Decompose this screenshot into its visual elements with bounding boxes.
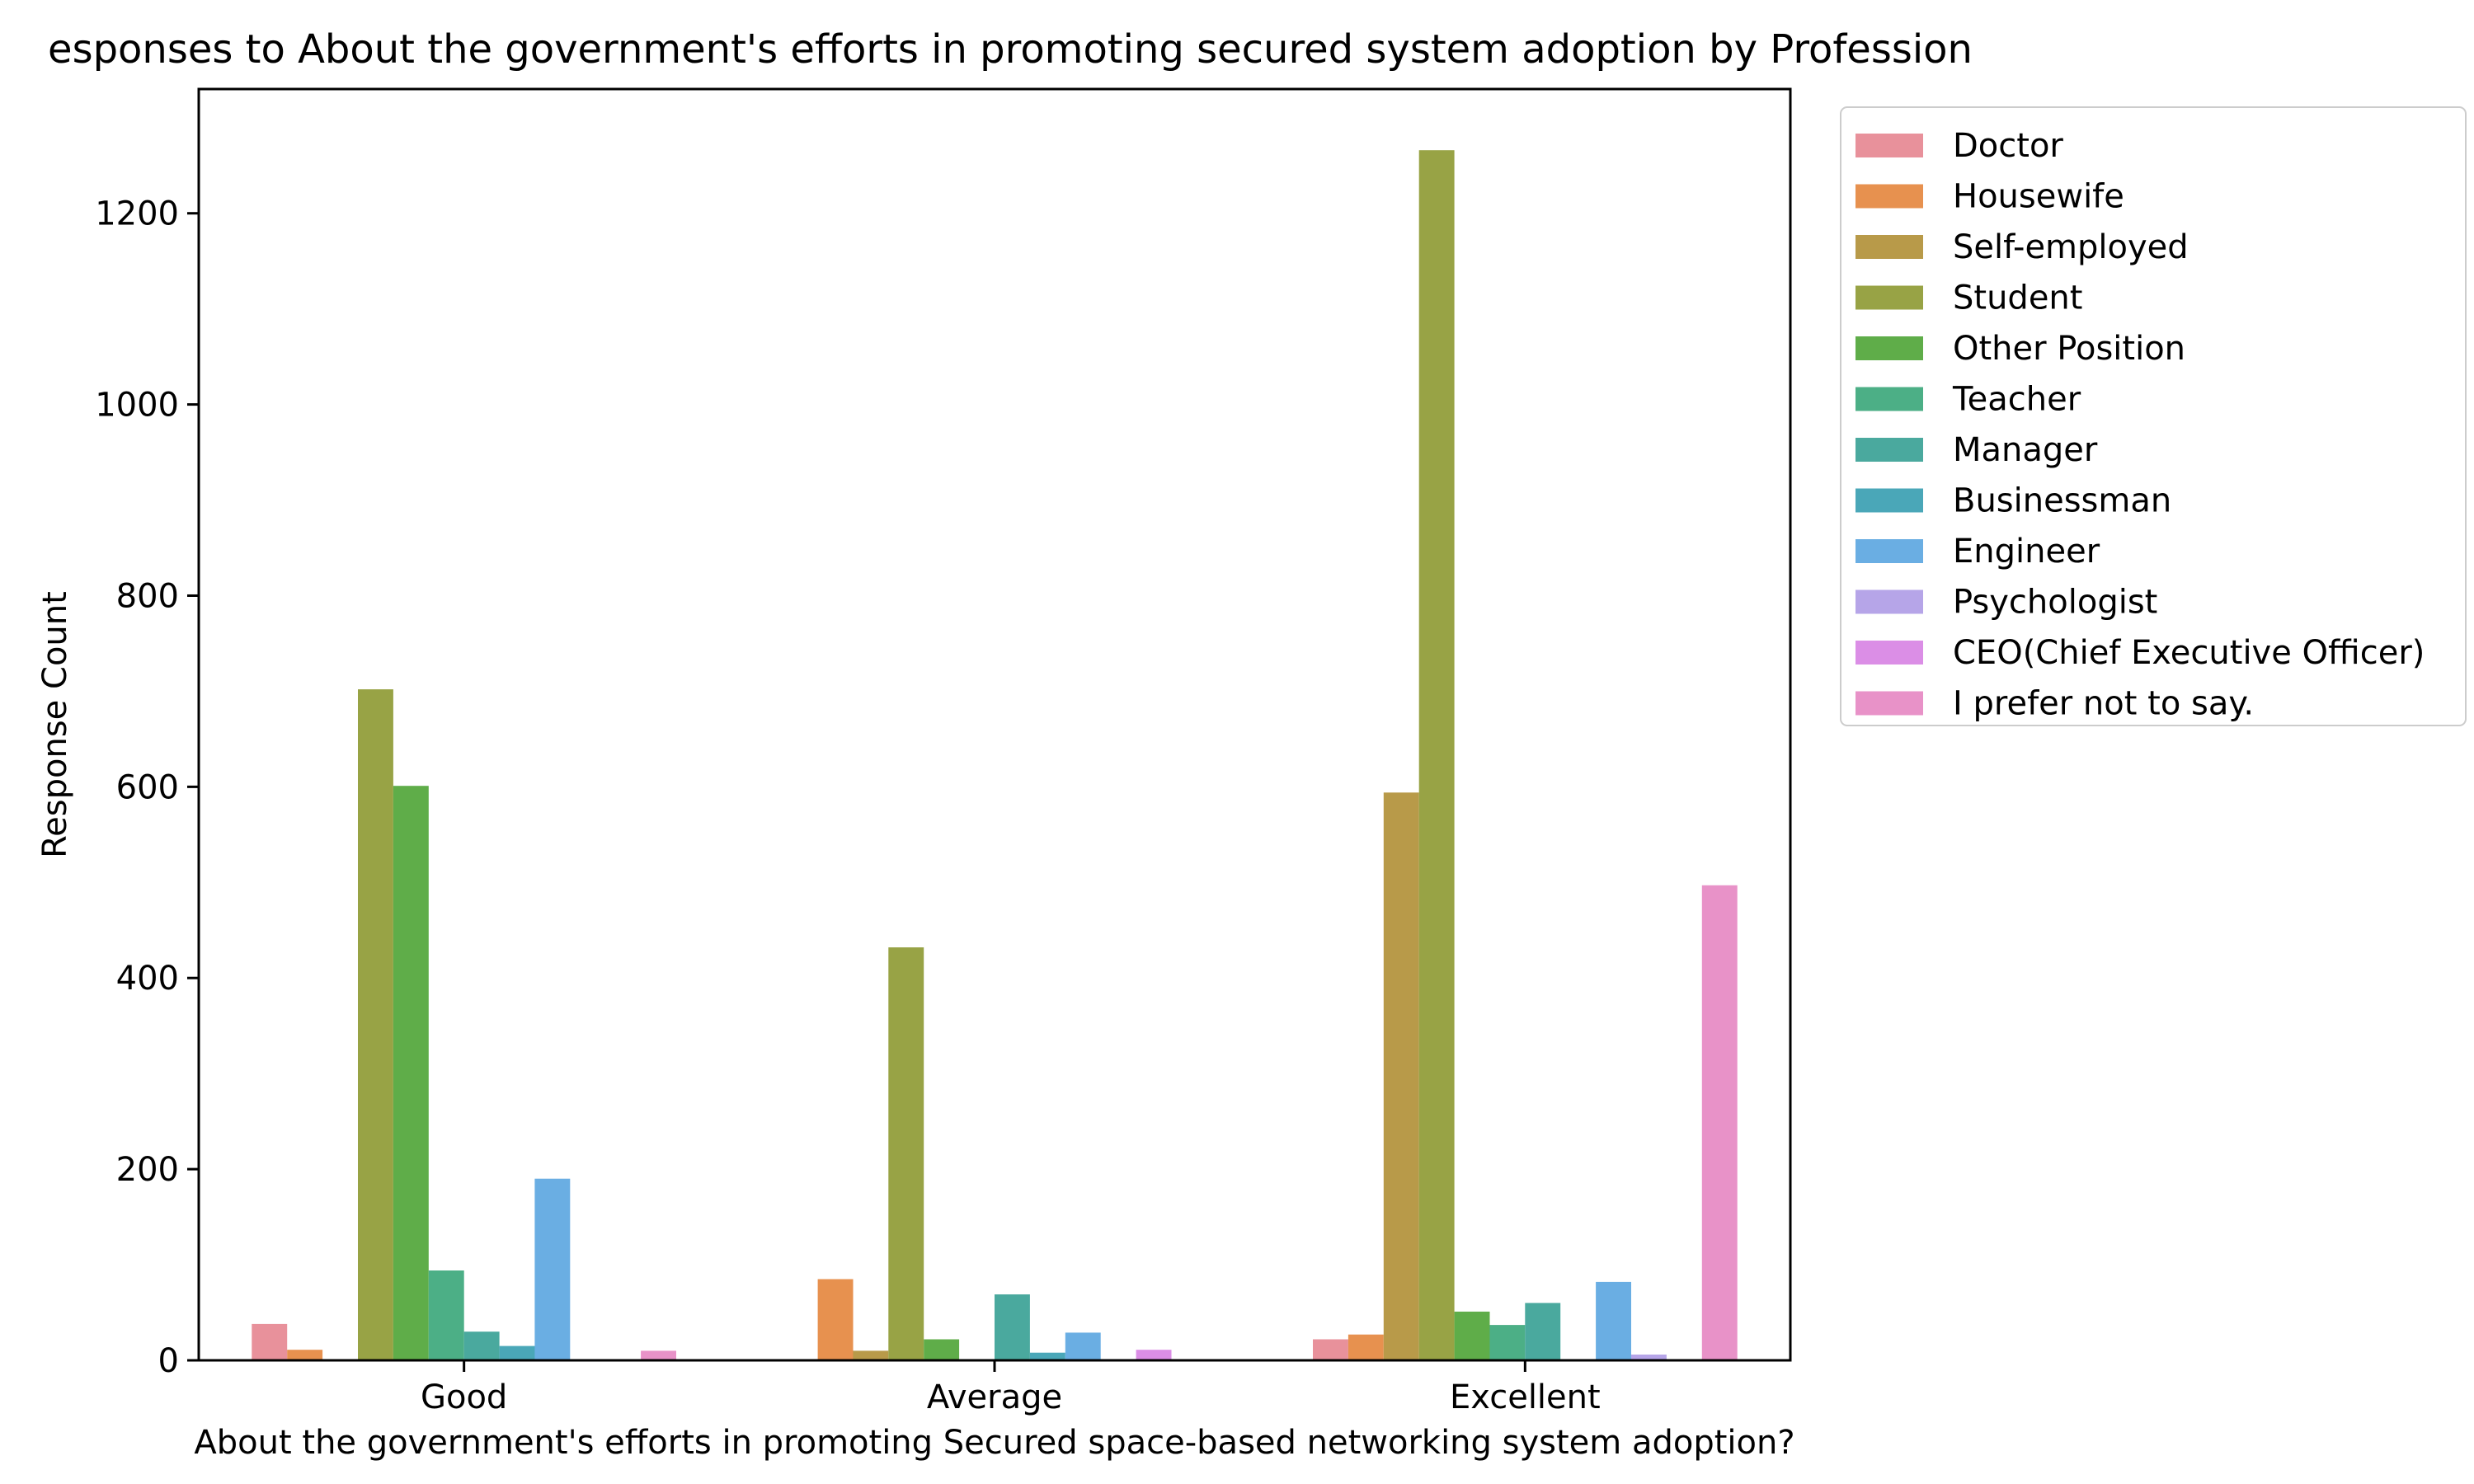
- legend-swatch: [1856, 641, 1923, 665]
- bar-excellent-2: [1383, 792, 1419, 1360]
- y-tick-label: 1000: [95, 387, 179, 425]
- x-axis: Good Average Excellent: [421, 1360, 1601, 1416]
- bar-average-4: [924, 1339, 960, 1360]
- y-tick-label: 200: [116, 1151, 179, 1189]
- bar-excellent-0: [1313, 1339, 1348, 1360]
- legend-swatch: [1856, 589, 1923, 614]
- y-tick-label: 0: [158, 1342, 179, 1380]
- bar-average-1: [817, 1279, 854, 1360]
- legend-label: Doctor: [1953, 127, 2063, 165]
- legend-swatch: [1856, 235, 1923, 259]
- y-tick-label: 400: [116, 960, 179, 998]
- legend-label: Manager: [1953, 431, 2098, 469]
- legend-label: Psychologist: [1953, 584, 2157, 622]
- legend-label: Self-employed: [1953, 228, 2189, 266]
- legend-swatch: [1856, 691, 1923, 716]
- bar-average-6: [995, 1294, 1030, 1360]
- bar-excellent-5: [1489, 1325, 1526, 1360]
- chart-title: esponses to About the government's effor…: [48, 26, 1973, 73]
- bar-excellent-9: [1631, 1355, 1667, 1360]
- legend-swatch: [1856, 438, 1923, 462]
- y-axis: 0 200 400 600 800 1000 1200: [95, 195, 199, 1380]
- bars-group: [252, 150, 1738, 1361]
- y-tick-label: 800: [116, 577, 179, 615]
- legend-label: Businessman: [1953, 482, 2171, 520]
- legend-swatch: [1856, 387, 1923, 411]
- bar-good-5: [428, 1270, 464, 1360]
- x-axis-label: About the government's efforts in promot…: [194, 1424, 1794, 1462]
- bar-good-11: [641, 1350, 676, 1360]
- legend-frame: [1840, 106, 2467, 726]
- y-tick-label: 600: [116, 768, 179, 806]
- bar-good-4: [393, 786, 429, 1360]
- bar-excellent-3: [1418, 150, 1455, 1361]
- legend-swatch: [1856, 336, 1923, 360]
- bar-excellent-4: [1454, 1311, 1490, 1360]
- legend-label: CEO(Chief Executive Officer): [1953, 634, 2425, 672]
- bar-average-7: [1029, 1352, 1065, 1360]
- legend-swatch: [1856, 134, 1923, 157]
- legend-label: Teacher: [1952, 381, 2081, 419]
- bar-good-3: [358, 689, 393, 1360]
- legend: Doctor Housewife Self-employed Student Other…: [1840, 106, 2467, 726]
- legend-label: Student: [1953, 279, 2082, 317]
- plot-frame: [197, 87, 1792, 1362]
- bar-good-7: [499, 1345, 535, 1360]
- bar-excellent-8: [1596, 1281, 1631, 1360]
- legend-swatch: [1856, 539, 1923, 563]
- y-axis-label: Response Count: [36, 591, 74, 858]
- bar-good-1: [287, 1350, 323, 1360]
- bar-average-2: [853, 1350, 889, 1360]
- bar-average-10: [1136, 1350, 1172, 1360]
- legend-swatch: [1856, 488, 1923, 513]
- bar-good-8: [534, 1178, 571, 1360]
- legend-label: Other Position: [1953, 330, 2185, 368]
- bar-excellent-1: [1348, 1334, 1384, 1360]
- legend-label: Housewife: [1953, 178, 2124, 216]
- bar-excellent-6: [1525, 1303, 1561, 1360]
- x-tick-label: Excellent: [1450, 1378, 1601, 1416]
- bar-good-6: [463, 1331, 500, 1360]
- x-tick-label: Average: [927, 1378, 1062, 1416]
- legend-label: I prefer not to say.: [1953, 685, 2254, 723]
- bar-excellent-11: [1701, 885, 1738, 1360]
- y-tick-label: 1200: [95, 195, 179, 233]
- bar-average-3: [888, 947, 924, 1360]
- legend-swatch: [1856, 285, 1923, 310]
- bar-average-8: [1065, 1332, 1101, 1360]
- legend-label: Engineer: [1953, 533, 2100, 571]
- x-tick-label: Good: [421, 1378, 507, 1416]
- bar-good-0: [252, 1323, 288, 1360]
- legend-swatch: [1856, 184, 1923, 209]
